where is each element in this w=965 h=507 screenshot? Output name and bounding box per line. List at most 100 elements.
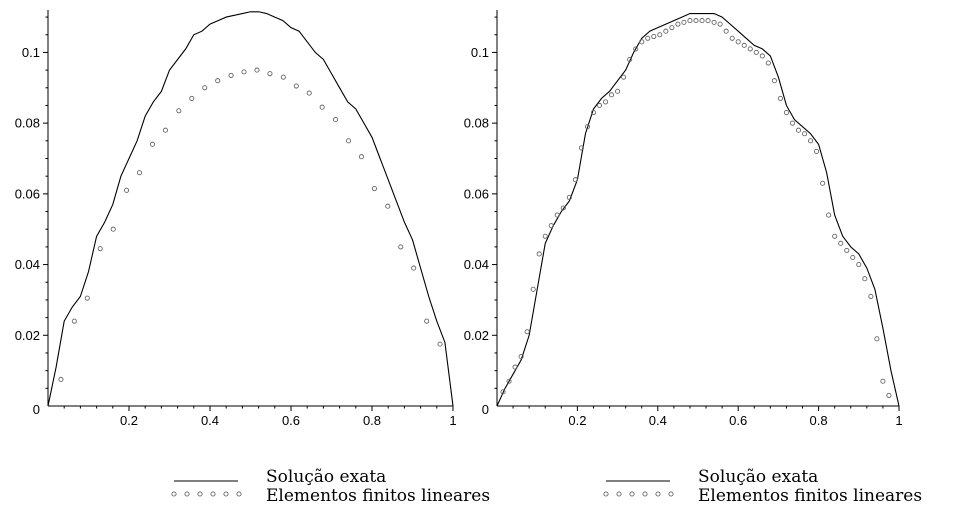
fem-point (584, 124, 591, 130)
legend-swatch-marker (616, 491, 622, 497)
fem-point (777, 95, 783, 101)
fem-point (560, 205, 566, 211)
fem-point (711, 19, 717, 25)
legend-swatch-marker (197, 491, 203, 497)
fem-point (530, 286, 536, 292)
fem-point (97, 246, 103, 252)
legend-swatch-marker (642, 491, 648, 497)
fem-point (202, 85, 208, 91)
fem-point (814, 148, 820, 154)
fem-point (609, 92, 615, 98)
fem-point (319, 104, 325, 110)
x-tick-label: 0.4 (649, 413, 667, 428)
fem-point (771, 78, 777, 84)
legend-swatch-marker (655, 491, 661, 497)
fem-point (627, 56, 633, 63)
legend-label-exact: Solução exata (698, 467, 818, 487)
plot-right: 0.2 0.4 0.6 0.8 1 0.02 0.04 0.06 0.08 0.1 0 Solução… (464, 10, 922, 506)
fem-point (705, 18, 711, 24)
fem-point (723, 28, 729, 34)
fem-point (398, 244, 404, 250)
fem-point (162, 127, 168, 133)
fem-point (886, 392, 892, 398)
x-tick-label: 0.6 (282, 413, 300, 428)
fem-point (759, 53, 765, 59)
fem-point (332, 117, 339, 123)
fem-point (215, 78, 221, 84)
fem-point (801, 131, 808, 137)
fem-point (228, 72, 234, 78)
fem-point (578, 145, 584, 151)
fem-point (176, 108, 182, 114)
fem-point (71, 318, 77, 324)
fem-point (765, 60, 771, 66)
fem-point (783, 109, 789, 116)
y-tick-label: 0.1 (471, 45, 489, 60)
fem-point (566, 194, 572, 200)
fem-point (735, 39, 741, 45)
y-tick-label: 0.1 (22, 45, 40, 60)
fem-point (838, 240, 844, 246)
origin-label: 0 (33, 402, 40, 417)
x-tick-label: 0.4 (201, 413, 219, 428)
fem-point (518, 353, 524, 360)
fem-point (669, 25, 675, 31)
fem-point (136, 170, 143, 176)
fem-point (633, 46, 639, 52)
fem-point (424, 318, 430, 324)
fem-point (84, 295, 90, 301)
fem-point (753, 49, 759, 55)
fem-point (615, 88, 621, 94)
fem-point (371, 186, 377, 192)
fem-point (880, 378, 886, 384)
fem-point (657, 32, 663, 38)
legend-swatch-marker (223, 491, 229, 497)
fem-point (500, 389, 506, 395)
fem-point (189, 95, 195, 101)
y-tick-label: 0.02 (15, 328, 40, 343)
legend-label-exact: Solução exata (266, 467, 386, 487)
fem-point (596, 102, 603, 109)
fem-point (741, 42, 747, 48)
fem-point (306, 90, 312, 96)
fem-point (554, 212, 560, 218)
fem-point (729, 35, 735, 41)
fem-point (506, 378, 512, 384)
fem-point (820, 180, 826, 186)
fem-point (687, 18, 693, 24)
x-tick-label: 1 (895, 413, 902, 428)
fem-point (856, 262, 862, 268)
fem-point (826, 212, 832, 218)
fem-point (747, 46, 753, 52)
fem-point (124, 187, 130, 193)
fem-point (844, 247, 850, 253)
y-tick-label: 0.06 (464, 186, 489, 201)
fem-point (542, 233, 548, 239)
x-tick-label: 0.2 (568, 413, 586, 428)
y-tick-label: 0.04 (15, 257, 40, 272)
fem-point (693, 18, 699, 24)
x-tick-label: 0.2 (120, 413, 138, 428)
y-tick-label: 0.08 (15, 116, 40, 131)
fem-point (293, 83, 299, 89)
fem-point (651, 33, 657, 40)
y-tick-label: 0.08 (464, 116, 489, 131)
fem-point (267, 71, 273, 77)
y-tick-label: 0.06 (15, 186, 40, 201)
fem-point (58, 376, 64, 383)
fem-point (536, 251, 542, 257)
legend-label-fem: Elementos finitos lineares (266, 486, 490, 506)
fem-point (524, 329, 530, 335)
fem-point (149, 141, 156, 147)
legend-swatch-marker (603, 491, 609, 497)
fem-point (832, 233, 838, 239)
x-tick-label: 1 (449, 413, 456, 428)
fem-point (639, 39, 645, 45)
x-tick-label: 0.8 (363, 413, 381, 428)
plot-left: 0.2 0.4 0.6 0.8 1 0.02 0.04 0.06 0.08 0.1 0 Solução… (15, 10, 490, 506)
fem-point (645, 35, 651, 41)
fem-point (868, 293, 874, 299)
fem-point (437, 341, 443, 347)
fem-point (241, 69, 247, 75)
fem-point (411, 265, 417, 271)
